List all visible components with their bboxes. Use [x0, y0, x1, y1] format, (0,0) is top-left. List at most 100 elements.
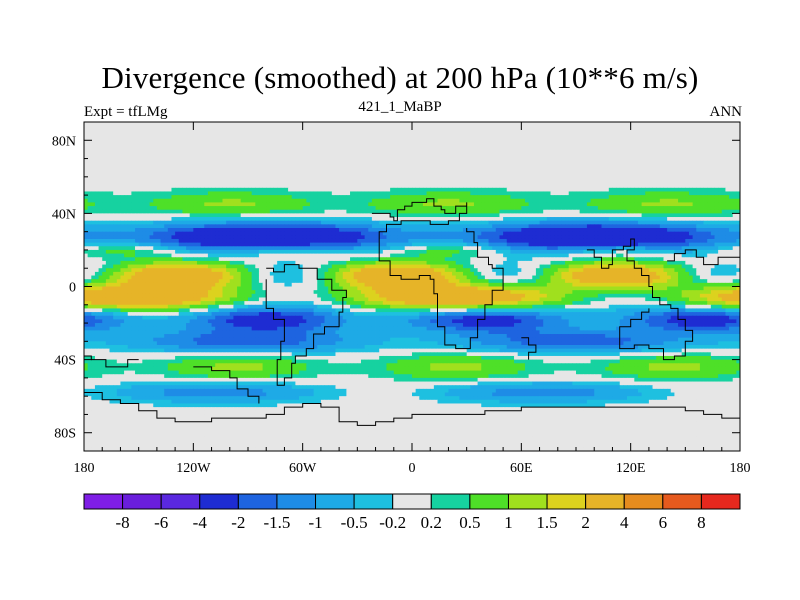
- field-cell: [477, 202, 482, 207]
- field-cell: [360, 151, 366, 156]
- field-cell: [521, 125, 526, 130]
- field-cell: [222, 202, 227, 207]
- field-cell: [393, 198, 398, 203]
- field-cell: [688, 165, 694, 170]
- field-cell: [248, 187, 253, 192]
- field-cell: [302, 140, 307, 145]
- field-cell: [240, 191, 245, 196]
- field-cell: [306, 202, 311, 207]
- field-cell: [94, 198, 99, 203]
- field-cell: [681, 209, 686, 214]
- field-cell: [510, 206, 515, 211]
- field-cell: [120, 158, 125, 163]
- field-cell: [204, 125, 209, 130]
- field-cell: [619, 213, 624, 218]
- field-cell: [109, 140, 114, 145]
- field-cell: [248, 198, 253, 203]
- field-cell: [156, 158, 161, 163]
- field-cell: [422, 176, 427, 181]
- field-cell: [404, 187, 409, 192]
- field-cell: [393, 122, 398, 127]
- field-cell: [692, 154, 697, 159]
- field-cell: [401, 140, 406, 145]
- field-cell: [627, 143, 632, 148]
- field-cell: [441, 209, 446, 214]
- field-cell: [135, 147, 140, 152]
- field-cell: [732, 162, 737, 167]
- field-cell: [539, 180, 544, 185]
- field-cell: [481, 154, 486, 159]
- field-cell: [590, 191, 595, 196]
- field-cell: [612, 154, 617, 159]
- field-cell: [725, 154, 730, 159]
- field-cell: [481, 143, 486, 148]
- field-cell: [91, 136, 96, 141]
- field-cell: [105, 220, 110, 225]
- field-cell: [164, 143, 169, 148]
- field-cell: [309, 195, 314, 200]
- field-cell: [419, 162, 424, 167]
- field-cell: [721, 180, 726, 185]
- field-cell: [266, 176, 271, 181]
- field-cell: [109, 162, 114, 167]
- field-cell: [652, 136, 657, 141]
- field-cell: [404, 209, 409, 214]
- field-cell: [481, 147, 486, 152]
- field-cell: [87, 180, 92, 185]
- field-cell: [627, 209, 632, 214]
- field-cell: [175, 195, 180, 200]
- field-cell: [448, 143, 453, 148]
- field-cell: [586, 217, 591, 222]
- field-cell: [87, 202, 92, 207]
- field-cell: [659, 176, 664, 181]
- field-cell: [466, 162, 471, 167]
- field-cell: [732, 125, 737, 130]
- field-cell: [262, 169, 267, 174]
- field-cell: [309, 162, 314, 167]
- field-cell: [116, 136, 121, 141]
- field-cell: [379, 136, 384, 141]
- field-cell: [532, 195, 537, 200]
- field-cell: [521, 136, 526, 141]
- field-cell: [156, 140, 161, 145]
- field-cell: [339, 158, 344, 163]
- field-cell: [674, 173, 679, 178]
- field-cell: [499, 158, 504, 163]
- field-cell: [135, 140, 140, 145]
- field-cell: [528, 198, 533, 203]
- field-cell: [514, 147, 519, 152]
- field-cell: [317, 140, 322, 145]
- field-cell: [634, 191, 639, 196]
- field-cell: [583, 187, 588, 192]
- field-cell: [339, 198, 344, 203]
- field-cell: [94, 129, 99, 134]
- field-cell: [608, 143, 613, 148]
- field-cell: [408, 213, 413, 218]
- field-cell: [167, 187, 172, 192]
- field-cell: [506, 158, 511, 163]
- field-cell: [266, 213, 271, 218]
- field-cell: [302, 209, 307, 214]
- field-cell: [196, 206, 202, 211]
- field-cell: [156, 136, 161, 141]
- field-cell: [237, 191, 242, 196]
- field-cell: [237, 169, 242, 174]
- field-cell: [171, 165, 176, 170]
- field-cell: [729, 217, 734, 222]
- field-cell: [371, 191, 376, 196]
- field-cell: [342, 187, 347, 192]
- field-cell: [503, 191, 508, 196]
- field-cell: [678, 143, 683, 148]
- field-cell: [470, 143, 475, 148]
- field-cell: [357, 154, 362, 159]
- field-cell: [685, 187, 690, 192]
- field-cell: [211, 209, 216, 214]
- field-cell: [237, 125, 242, 130]
- field-cell: [382, 213, 387, 218]
- field-cell: [273, 198, 278, 203]
- field-cell: [419, 206, 424, 211]
- field-cell: [699, 162, 704, 167]
- field-cell: [346, 202, 351, 207]
- field-cell: [422, 180, 427, 185]
- field-cell: [703, 143, 708, 148]
